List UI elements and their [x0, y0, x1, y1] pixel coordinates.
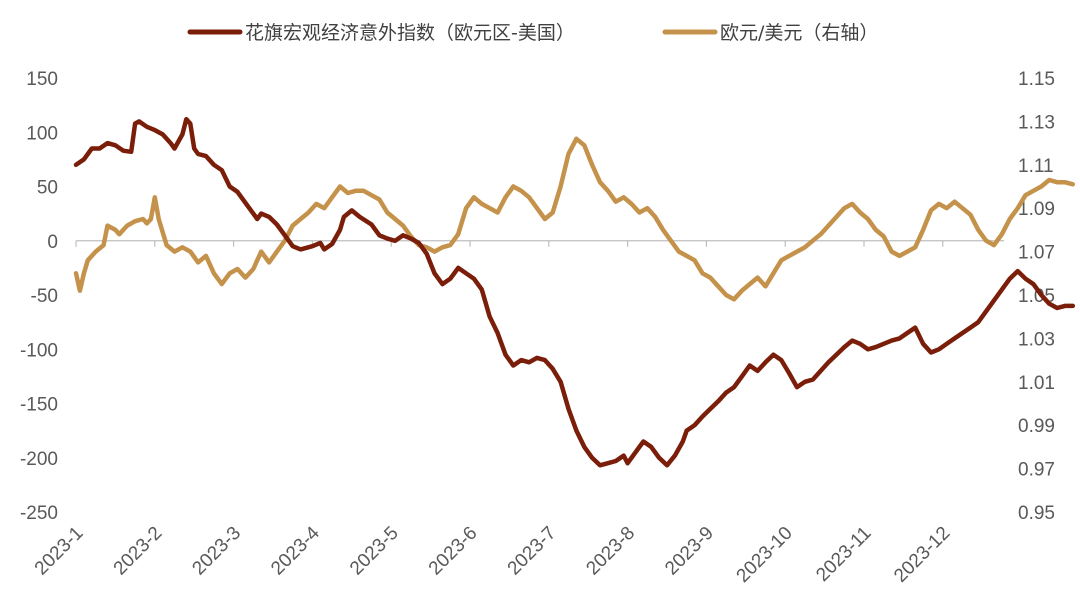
- series-line-citi: [73, 116, 1076, 468]
- series-line-eurusd: [73, 136, 1076, 302]
- legend-label-eurusd: 欧元/美元（右轴）: [720, 22, 878, 44]
- right-tick-label: 1.11: [1018, 156, 1054, 177]
- right-tick-label: 1.07: [1018, 243, 1055, 264]
- left-tick-label: -150: [20, 395, 58, 416]
- x-tick-label: 2023-7: [504, 523, 561, 580]
- left-tick-label: 150: [26, 69, 58, 90]
- series-layer: [73, 116, 1076, 468]
- left-tick-label: -100: [20, 340, 58, 361]
- x-tick-label: 2023-10: [733, 523, 797, 587]
- x-axis: 2023-1 2023-2 2023-3 2023-4 2023-5 2023-6 2023…: [31, 240, 954, 587]
- x-tick-label: 2023-1: [31, 523, 88, 580]
- right-y-axis: 1.151.131.111.091.071.051.031.010.990.97…: [1018, 69, 1055, 524]
- right-tick-label: 0.97: [1018, 460, 1055, 481]
- x-tick-label: 2023-4: [267, 522, 324, 579]
- x-tick-label: 2023-2: [110, 523, 167, 580]
- left-y-axis: 150 100 50 0 -50 -100 -150 -200 -250: [20, 69, 58, 524]
- right-tick-label: 0.95: [1018, 503, 1055, 524]
- legend-label-citi: 花旗宏观经济意外指数（欧元区-美国）: [245, 22, 575, 44]
- left-tick-label: 100: [26, 123, 58, 144]
- right-tick-label: 0.99: [1018, 416, 1055, 437]
- left-tick-label: -50: [31, 286, 58, 307]
- left-tick-label: -200: [20, 449, 58, 470]
- x-tick-label: 2023-12: [890, 523, 954, 587]
- right-tick-label: 1.13: [1018, 112, 1055, 133]
- x-tick-label: 2023-5: [346, 523, 403, 580]
- x-tick-label: 2023-8: [582, 523, 639, 580]
- right-tick-label: 1.03: [1018, 329, 1055, 350]
- x-tick-label: 2023-6: [425, 523, 482, 580]
- left-tick-label: 0: [47, 232, 58, 253]
- left-tick-label: -250: [20, 503, 58, 524]
- x-tick-label: 2023-9: [661, 523, 718, 580]
- x-tick-label: 2023-11: [812, 523, 875, 586]
- x-tick-label: 2023-3: [188, 523, 245, 580]
- left-tick-label: 50: [37, 178, 58, 199]
- right-tick-label: 1.09: [1018, 199, 1055, 220]
- legend: 花旗宏观经济意外指数（欧元区-美国） 欧元/美元（右轴）: [187, 22, 878, 44]
- right-tick-label: 1.01: [1018, 373, 1055, 394]
- right-tick-label: 1.15: [1018, 69, 1055, 90]
